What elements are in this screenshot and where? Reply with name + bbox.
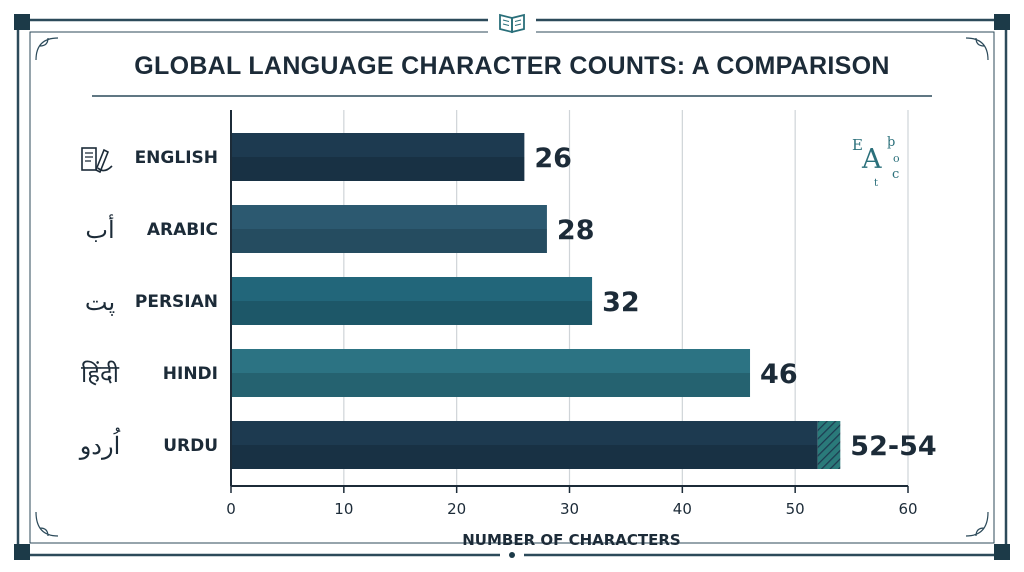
open-book-icon: [499, 13, 525, 34]
bar-shade: [231, 373, 751, 397]
category-label: URDU: [163, 436, 218, 456]
alphabet-letters-icon: E A þ o c t: [852, 135, 900, 189]
value-label: 28: [557, 215, 595, 246]
x-axis-title: NUMBER OF CHARACTERS: [462, 531, 681, 549]
category-label: ARABIC: [147, 220, 218, 240]
value-label: 52-54: [850, 431, 936, 462]
corner-ornament-bl: [14, 544, 30, 560]
svg-text:A: A: [861, 144, 882, 175]
svg-text:þ: þ: [887, 135, 895, 150]
x-tick-label: 50: [786, 500, 805, 518]
bar-shade: [231, 445, 818, 469]
x-tick-label: 0: [226, 500, 236, 518]
corner-ornament-tr: [994, 14, 1010, 30]
x-tick-label: 30: [560, 500, 579, 518]
corner-ornament-tl: [14, 14, 30, 30]
x-tick-label: 40: [673, 500, 692, 518]
corner-ornament-br: [994, 544, 1010, 560]
value-label: 46: [760, 359, 798, 390]
script-sample: أب: [85, 213, 114, 244]
bar-persian: [231, 277, 593, 325]
category-label: ENGLISH: [135, 148, 218, 168]
script-sample: हिंदी: [81, 360, 120, 388]
svg-text:c: c: [892, 167, 899, 182]
bar-shade: [231, 157, 525, 181]
chart-title: GLOBAL LANGUAGE CHARACTER COUNTS: A COMP…: [134, 52, 890, 80]
bar-shade: [231, 229, 547, 253]
bar-english: [231, 133, 525, 181]
x-tick-label: 60: [898, 500, 917, 518]
value-label: 26: [534, 143, 572, 174]
bar-range-segment: [817, 421, 841, 469]
category-label: PERSIAN: [135, 292, 218, 312]
svg-text:E: E: [852, 136, 863, 154]
value-label: 32: [602, 287, 640, 318]
script-sample: پت: [85, 288, 115, 316]
script-sample: اُردو: [79, 428, 121, 460]
bar-urdu: [231, 421, 818, 469]
x-tick-label: 20: [447, 500, 466, 518]
x-tick-label: 10: [334, 500, 353, 518]
writing-hand-icon: [81, 147, 113, 174]
svg-text:t: t: [874, 178, 878, 189]
svg-text:o: o: [893, 152, 900, 165]
bar-arabic: [231, 205, 547, 253]
bar-shade: [231, 301, 593, 325]
bar-hindi: [231, 349, 751, 397]
category-label: HINDI: [163, 364, 218, 384]
